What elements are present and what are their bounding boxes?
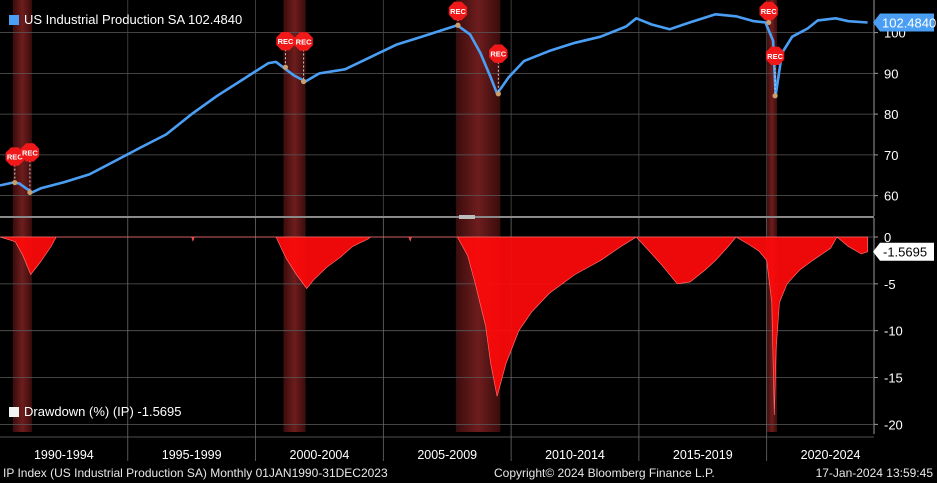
panel-divider-handle — [459, 215, 475, 219]
rec-marker-3: REC — [294, 32, 313, 51]
rec-marker-label-6: REC — [761, 7, 777, 16]
rec-marker-octagon-2 — [276, 32, 295, 51]
rec-marker-5: REC — [489, 44, 508, 63]
x-tick-label-4: 2010-2014 — [545, 448, 605, 462]
footer-security-info: IP Index (US Industrial Production SA) M… — [3, 466, 388, 480]
ip-line — [0, 13, 868, 194]
rec-marker-dot-7 — [772, 93, 778, 99]
rec-marker-octagon-0 — [5, 147, 24, 166]
rec-marker-label-2: REC — [278, 37, 294, 46]
top-ytick-label-2: 80 — [884, 107, 898, 122]
legend-swatch-ip — [9, 15, 19, 25]
rec-marker-octagon-7 — [765, 46, 785, 65]
rec-marker-dot-6 — [766, 19, 772, 26]
rec-marker-dot-1 — [27, 189, 33, 195]
rec-marker-label-5: REC — [490, 50, 506, 59]
x-tick-label-3: 2005-2009 — [417, 448, 477, 462]
rec-marker-octagon-4 — [448, 1, 468, 21]
bottom-ytick-label-2: -10 — [884, 324, 903, 339]
drawdown-last-value-label: -1.5695 — [883, 245, 927, 260]
legend-top: US Industrial Production SA 102.4840 — [9, 12, 242, 27]
rec-marker-4: REC — [448, 1, 468, 21]
footer-copyright: Copyright© 2024 Bloomberg Finance L.P. — [494, 466, 715, 480]
legend-bottom: Drawdown (%) (IP) -1.5695 — [9, 404, 182, 419]
drawdown-last-value-box — [873, 242, 934, 261]
rec-marker-octagon-6 — [759, 1, 778, 21]
rec-marker-dot-5 — [495, 91, 501, 97]
rec-marker-dot-0 — [12, 179, 18, 186]
legend-swatch-drawdown — [9, 407, 19, 417]
x-tick-label-1: 1995-1999 — [162, 448, 222, 462]
rec-marker-octagon-1 — [20, 143, 40, 162]
rec-marker-label-4: REC — [450, 7, 466, 16]
rec-marker-label-1: REC — [22, 148, 38, 157]
rec-marker-dot-4 — [455, 22, 461, 28]
ip-last-value-box — [873, 13, 934, 32]
bottom-ytick-label-0: 0 — [884, 230, 891, 245]
x-tick-label-2: 2000-2004 — [290, 448, 350, 462]
rec-marker-label-0: REC — [7, 153, 23, 162]
rec-marker-octagon-3 — [294, 32, 313, 51]
top-ytick-label-0: 60 — [884, 189, 898, 204]
rec-marker-7: REC — [765, 46, 785, 65]
rec-marker-1: REC — [20, 143, 40, 162]
bottom-ytick-label-1: -5 — [884, 277, 896, 292]
footer-timestamp: 17-Jan-2024 13:59:45 — [815, 466, 933, 480]
x-tick-label-0: 1990-1994 — [34, 448, 94, 462]
rec-marker-6: REC — [759, 1, 778, 21]
legend-top-label: US Industrial Production SA 102.4840 — [24, 12, 243, 27]
ip-last-value-label: 102.4840 — [882, 15, 936, 30]
x-tick-label-5: 2015-2019 — [673, 448, 733, 462]
rec-marker-0: REC — [5, 147, 24, 166]
rec-marker-dot-2 — [282, 64, 289, 70]
rec-marker-octagon-5 — [489, 44, 508, 63]
rec-marker-2: REC — [276, 32, 295, 51]
x-tick-label-6: 2020-2024 — [801, 448, 861, 462]
bottom-ytick-label-3: -15 — [884, 371, 903, 386]
bottom-ytick-label-4: -20 — [884, 417, 903, 432]
top-ytick-label-3: 90 — [884, 66, 898, 81]
rec-marker-dot-3 — [301, 78, 307, 85]
drawdown-area — [0, 236, 868, 416]
legend-bottom-label: Drawdown (%) (IP) -1.5695 — [24, 404, 182, 419]
rec-marker-label-7: REC — [767, 52, 783, 61]
top-ytick-label-1: 70 — [884, 148, 898, 163]
rec-marker-label-3: REC — [296, 38, 312, 47]
